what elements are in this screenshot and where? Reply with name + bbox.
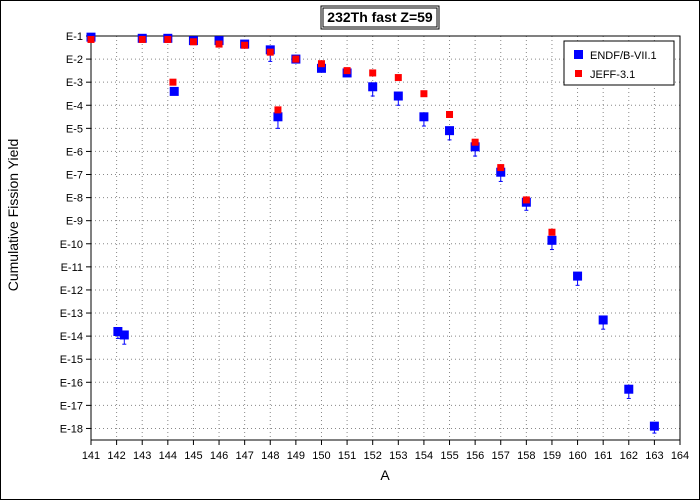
- title-border: [320, 5, 440, 30]
- chart-title: 232Th fast Z=59: [327, 9, 433, 25]
- endf-point: [113, 326, 123, 336]
- x-tick-label: 148: [261, 450, 279, 462]
- x-tick-label: 142: [107, 450, 125, 462]
- jeff-point: [343, 67, 351, 75]
- y-tick-label: E-7: [66, 170, 83, 182]
- jeff-point: [548, 228, 556, 236]
- x-tick-label: 155: [440, 450, 458, 462]
- y-tick-label: E-12: [60, 285, 83, 297]
- jeff-point: [420, 90, 428, 98]
- endf-point: [119, 330, 129, 340]
- x-tick-label: 157: [492, 450, 510, 462]
- endf-point: [393, 91, 403, 101]
- endf-point: [445, 126, 455, 136]
- endf-point: [419, 112, 429, 122]
- jeff-point: [292, 55, 300, 63]
- x-tick-label: 158: [517, 450, 535, 462]
- error-bars: [115, 46, 657, 434]
- x-tick-label: 153: [389, 450, 407, 462]
- endf-point: [598, 315, 608, 325]
- y-axis-title: Cumulative Fission Yield: [5, 139, 21, 292]
- jeff-point: [169, 78, 177, 86]
- x-tick-label: 146: [210, 450, 228, 462]
- legend-label-jeff: JEFF-3.1: [590, 69, 635, 81]
- jeff-point: [369, 69, 377, 77]
- x-tick-label: 143: [133, 450, 151, 462]
- y-tick-label: E-15: [60, 354, 83, 366]
- endf-point: [169, 86, 179, 96]
- x-axis-title: A: [380, 467, 390, 483]
- y-tick-label: E-6: [66, 146, 83, 158]
- plot-area: [90, 35, 681, 441]
- x-tick-label: 145: [184, 450, 202, 462]
- x-tick-label: 156: [466, 450, 484, 462]
- legend-label-endf: ENDF/B-VII.1: [590, 50, 657, 62]
- x-tick-label: 159: [543, 450, 561, 462]
- x-tick-label: 163: [645, 450, 663, 462]
- title-box: 232Th fast Z=59: [320, 5, 440, 30]
- legend: ENDF/B-VII.1 JEFF-3.1: [563, 40, 675, 86]
- grid: [91, 36, 680, 440]
- x-tick-label: 154: [415, 450, 433, 462]
- title-inner-border: [322, 7, 438, 28]
- y-tick-label: E-18: [60, 423, 83, 435]
- y-tick-label: E-14: [60, 331, 83, 343]
- x-tick-label: 144: [159, 450, 177, 462]
- y-tick-label: E-17: [60, 400, 83, 412]
- endf-point: [316, 63, 326, 73]
- endf-point: [624, 384, 634, 394]
- x-tick-label: 151: [338, 450, 356, 462]
- jeff-point: [138, 35, 146, 43]
- data-points: [86, 32, 659, 431]
- x-tick-label: 149: [287, 450, 305, 462]
- jeff-point: [87, 35, 95, 43]
- jeff-point: [317, 60, 325, 68]
- jeff-point: [497, 164, 505, 172]
- legend-marker-endf: [574, 50, 583, 59]
- endf-point: [547, 235, 557, 245]
- jeff-point: [241, 41, 249, 49]
- y-tick-label: E-3: [66, 77, 83, 89]
- x-axis: 141 142 143 144 145 146 147 148 149 150 151 152 153 1…: [82, 440, 689, 462]
- x-tick-label: 150: [312, 450, 330, 462]
- endf-point: [496, 167, 506, 177]
- x-tick-label: 152: [364, 450, 382, 462]
- jeff-point: [471, 138, 479, 146]
- y-tick-label: E-13: [60, 308, 83, 320]
- jeff-point: [215, 40, 223, 48]
- jeff-point: [274, 106, 282, 114]
- x-tick-label: 147: [235, 450, 253, 462]
- y-tick-label: E-10: [60, 239, 83, 251]
- y-tick-label: E-1: [66, 31, 83, 43]
- endf-point: [470, 142, 480, 152]
- y-axis: E-1 E-2 E-3 E-4 E-5 E-6 E-7 E-8 E-9 E-10 E-11 E-12 E…: [60, 31, 91, 435]
- jeff-point: [266, 48, 274, 56]
- x-tick-label: 162: [620, 450, 638, 462]
- jeff-point: [446, 110, 454, 118]
- endf-point: [573, 271, 583, 281]
- x-tick-label: 164: [671, 450, 689, 462]
- y-tick-label: E-11: [61, 262, 83, 274]
- x-tick-label: 161: [594, 450, 612, 462]
- jeff-point: [394, 74, 402, 82]
- endf-point: [273, 112, 283, 122]
- jeff-point: [189, 38, 197, 46]
- y-tick-label: E-9: [66, 216, 83, 228]
- y-tick-label: E-2: [66, 54, 83, 66]
- legend-marker-jeff: [575, 70, 582, 77]
- jeff-point: [522, 196, 530, 204]
- jeff-point: [164, 35, 172, 43]
- y-tick-label: E-5: [66, 123, 83, 135]
- endf-point: [368, 82, 378, 92]
- x-tick-label: 160: [568, 450, 586, 462]
- y-tick-label: E-8: [66, 193, 83, 205]
- y-tick-label: E-16: [60, 377, 83, 389]
- endf-point: [649, 421, 659, 431]
- legend-box: [563, 40, 675, 86]
- y-tick-label: E-4: [66, 100, 83, 112]
- x-tick-label: 141: [82, 450, 100, 462]
